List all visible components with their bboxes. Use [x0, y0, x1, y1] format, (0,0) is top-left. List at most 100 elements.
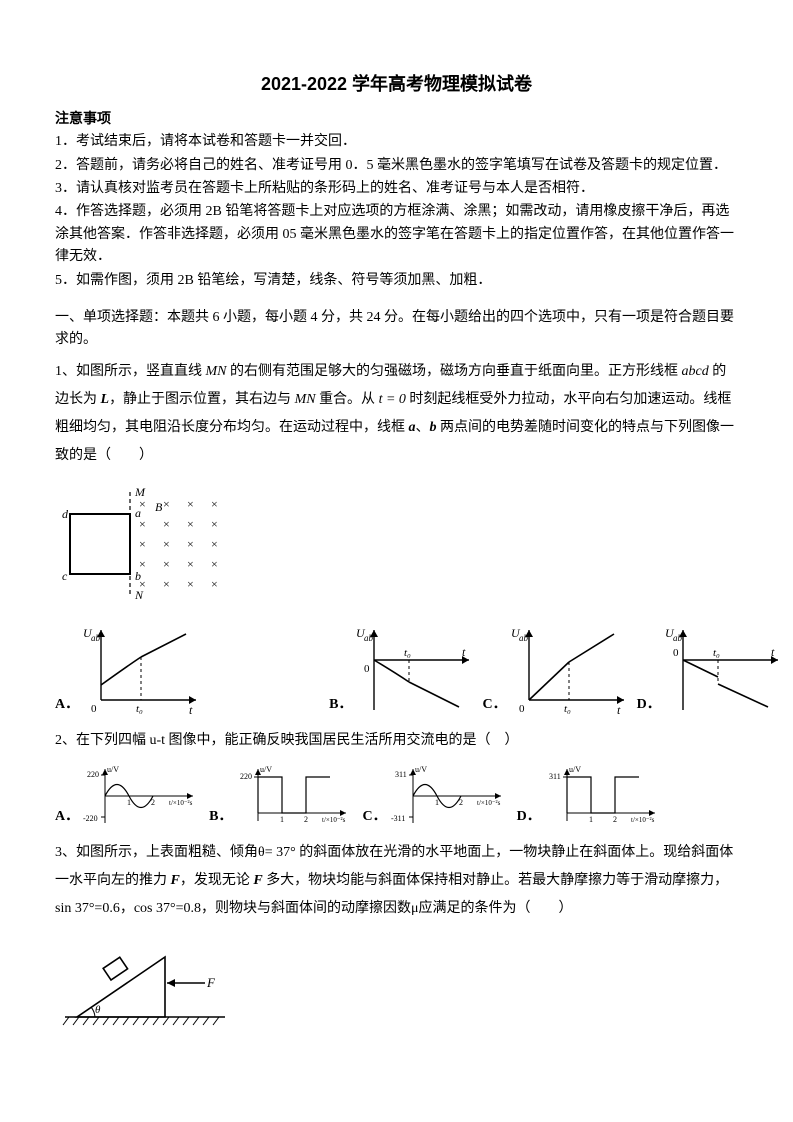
q2-choices: A． u/V t/×10⁻²s 220 -220 1 2 B． u/V t/×1…: [55, 763, 738, 829]
q1-t1: 1、如图所示，竖直直线: [55, 364, 206, 379]
svg-text:×: ×: [163, 577, 170, 591]
svg-text:ab: ab: [673, 633, 683, 643]
svg-text:×: ×: [211, 497, 218, 511]
q3-t2: ，发现无论: [180, 873, 254, 888]
q2-choice-d: D． u/V t/×10⁻²s 311 1 2: [517, 763, 663, 829]
svg-text:2: 2: [304, 815, 308, 824]
svg-text:-311: -311: [391, 814, 405, 823]
q3-F2: F: [253, 873, 262, 888]
svg-text:t: t: [462, 645, 466, 659]
svg-text:F: F: [206, 975, 216, 990]
q1-a: a: [409, 420, 416, 435]
instruction-4: 4．作答选择题，必须用 2B 铅笔将答题卡上对应选项的方框涂满、涂黑；如需改动，…: [55, 201, 738, 268]
svg-text:u/V: u/V: [569, 765, 581, 774]
q2-choice-b: B． u/V t/×10⁻²s 220 1 2: [209, 763, 354, 829]
svg-text:t: t: [617, 703, 621, 717]
q1-choice-d: D． Uab t 0 t₀: [637, 622, 783, 717]
svg-text:×: ×: [187, 577, 194, 591]
q2-label-d: D．: [517, 806, 541, 828]
svg-text:ab: ab: [519, 633, 529, 643]
svg-text:t: t: [189, 703, 193, 717]
q1-diagram: M N d c a b B ×××× ×××× ×××× ×××× ××××: [55, 484, 738, 604]
question-2: 2、在下列四幅 u-t 图像中，能正确反映我国居民生活所用交流电的是（ ）: [55, 727, 738, 755]
svg-text:×: ×: [187, 517, 194, 531]
q1-choice-c: C． Uab t 0 t₀: [482, 622, 628, 717]
q1-t7: 、: [416, 420, 430, 435]
svg-text:1: 1: [589, 815, 593, 824]
q3-diagram: θ F: [55, 935, 738, 1030]
svg-text:0: 0: [91, 703, 97, 715]
svg-text:1: 1: [127, 798, 131, 807]
svg-text:t₀: t₀: [564, 703, 571, 715]
q2-choice-c: C． u/V t/×10⁻²s 311 -311 1 2: [362, 763, 508, 829]
svg-text:2: 2: [613, 815, 617, 824]
svg-text:B: B: [155, 500, 163, 514]
svg-text:311: 311: [395, 770, 407, 779]
q1-mn2: MN: [295, 392, 316, 407]
q1-label-c: C．: [482, 694, 506, 716]
svg-text:×: ×: [139, 517, 146, 531]
q1-t4: ，静止于图示位置，其右边与: [109, 392, 295, 407]
svg-text:220: 220: [87, 770, 99, 779]
q1-label-a: A．: [55, 694, 79, 716]
svg-text:×: ×: [139, 537, 146, 551]
q2-label-c: C．: [362, 806, 386, 828]
instruction-5: 5．如需作图，须用 2B 铅笔绘，写清楚，线条、符号等须加黑、加粗．: [55, 270, 738, 292]
q2-choice-a: A． u/V t/×10⁻²s 220 -220 1 2: [55, 763, 201, 829]
q1-b: b: [430, 420, 437, 435]
q1-diagram-svg: M N d c a b B ×××× ×××× ×××× ×××× ××××: [55, 484, 245, 604]
svg-text:t₀: t₀: [136, 703, 143, 715]
svg-text:×: ×: [163, 517, 170, 531]
q1-label-d: D．: [637, 694, 661, 716]
svg-text:0: 0: [364, 663, 370, 675]
instruction-3: 3．请认真核对监考员在答题卡上所粘贴的条形码上的姓名、准考证号与本人是否相符．: [55, 178, 738, 200]
svg-text:×: ×: [211, 577, 218, 591]
q1-choice-a: A． Uab t 0 t₀: [55, 622, 201, 717]
svg-text:t/×10⁻²s: t/×10⁻²s: [322, 816, 346, 824]
svg-text:u/V: u/V: [415, 765, 427, 774]
notice-heading: 注意事项: [55, 109, 738, 131]
svg-text:×: ×: [211, 557, 218, 571]
svg-text:1: 1: [280, 815, 284, 824]
svg-text:×: ×: [163, 557, 170, 571]
svg-text:×: ×: [211, 517, 218, 531]
q3-F: F: [171, 873, 180, 888]
svg-text:t₀: t₀: [404, 647, 411, 659]
svg-text:×: ×: [187, 497, 194, 511]
q1-choice-b: B． Uab t 0 t₀: [329, 622, 474, 717]
instructions-block: 1．考试结束后，请将本试卷和答题卡一并交回． 2．答题前，请务必将自己的姓名、准…: [55, 131, 738, 292]
svg-text:×: ×: [211, 537, 218, 551]
svg-text:c: c: [62, 569, 68, 583]
instruction-1: 1．考试结束后，请将本试卷和答题卡一并交回．: [55, 131, 738, 153]
svg-text:t₀: t₀: [713, 647, 720, 659]
svg-text:t/×10⁻²s: t/×10⁻²s: [477, 799, 501, 807]
svg-text:u/V: u/V: [260, 765, 272, 774]
svg-text:2: 2: [459, 798, 463, 807]
instruction-2: 2．答题前，请务必将自己的姓名、准考证号用 0．5 毫米黑色墨水的签字笔填写在试…: [55, 155, 738, 177]
svg-text:0: 0: [673, 647, 679, 659]
svg-text:×: ×: [139, 497, 146, 511]
question-3: 3、如图所示，上表面粗糙、倾角θ= 37° 的斜面体放在光滑的水平地面上，一物块…: [55, 839, 738, 923]
svg-text:1: 1: [435, 798, 439, 807]
q2-label-b: B．: [209, 806, 232, 828]
svg-text:u/V: u/V: [107, 765, 119, 774]
svg-text:-220: -220: [83, 814, 98, 823]
svg-text:×: ×: [139, 577, 146, 591]
svg-text:d: d: [62, 507, 69, 521]
q1-mn: MN: [206, 364, 227, 379]
svg-text:×: ×: [139, 557, 146, 571]
q1-t0: t = 0: [379, 392, 406, 407]
svg-text:×: ×: [187, 537, 194, 551]
svg-text:t/×10⁻²s: t/×10⁻²s: [631, 816, 655, 824]
q1-t5: 重合。从: [316, 392, 379, 407]
svg-text:t: t: [771, 645, 775, 659]
svg-text:×: ×: [163, 497, 170, 511]
page-title: 2021-2022 学年高考物理模拟试卷: [55, 70, 738, 99]
svg-text:×: ×: [163, 537, 170, 551]
q1-label-b: B．: [329, 694, 352, 716]
svg-text:×: ×: [187, 557, 194, 571]
q1-choices: A． Uab t 0 t₀ B． Uab t 0: [55, 622, 738, 717]
svg-text:ab: ab: [91, 633, 101, 643]
svg-text:θ: θ: [95, 1004, 101, 1016]
svg-text:t/×10⁻²s: t/×10⁻²s: [169, 799, 193, 807]
